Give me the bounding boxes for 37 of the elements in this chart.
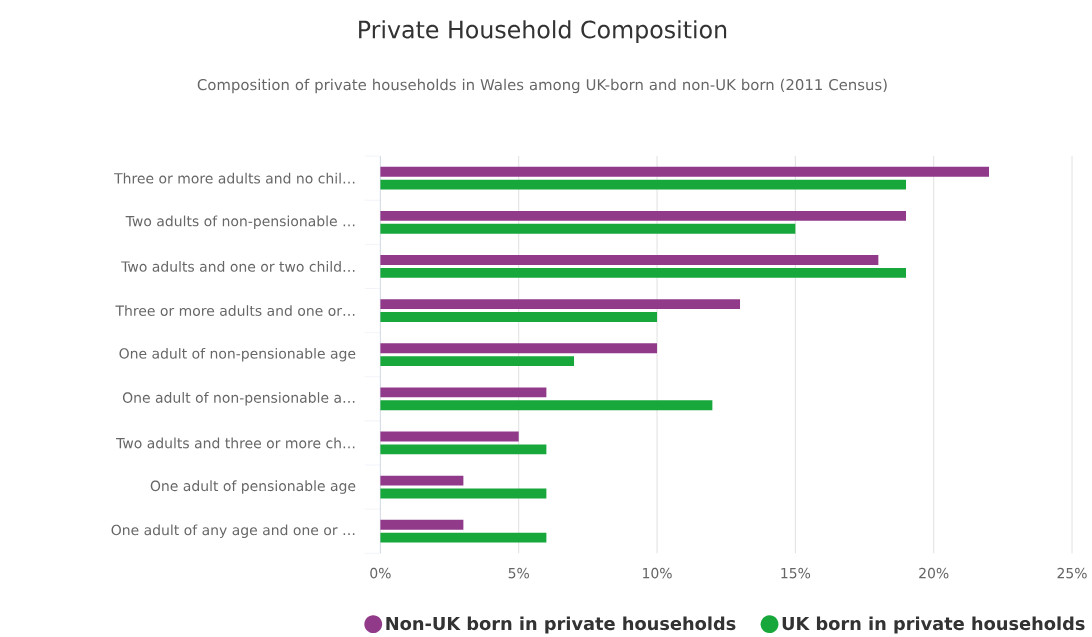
y-tick-label: One adult of pensionable age <box>150 480 356 494</box>
bar <box>380 223 796 234</box>
x-tick-label: 0% <box>370 567 391 579</box>
chart-subtitle: Composition of private households in Wales among UK-born and non-UK born (2011 Census) <box>197 78 887 94</box>
bar <box>380 356 575 366</box>
bar <box>380 299 741 310</box>
bar <box>380 475 464 486</box>
bar <box>380 400 713 411</box>
y-tick-label: One adult of any age and one or … <box>111 524 355 538</box>
x-tick-label: 15% <box>781 567 811 579</box>
x-tick-label: 25% <box>1057 567 1087 579</box>
x-tick-label: 10% <box>643 567 672 579</box>
legend-label: Non-UK born in private households <box>386 616 736 634</box>
bar <box>380 166 990 177</box>
chart-title: Private Household Composition <box>359 20 727 44</box>
y-tick-label: Two adults and three or more ch… <box>116 437 355 449</box>
bar <box>380 343 658 354</box>
bar <box>380 431 519 442</box>
y-tick-label: Three or more adults and no chil… <box>114 172 355 184</box>
legend-label: UK born in private households <box>782 616 1085 634</box>
bar <box>380 311 658 322</box>
bar <box>380 532 547 543</box>
x-tick-label: 5% <box>508 567 530 579</box>
bar <box>380 444 547 455</box>
y-tick-label: One adult of non-pensionable age <box>119 347 356 362</box>
bar <box>380 488 547 499</box>
bar <box>380 210 907 221</box>
bar <box>380 387 547 398</box>
y-tick-label: Three or more adults and one or… <box>115 305 355 316</box>
bar <box>380 255 879 265</box>
y-tick-label: One adult of non-pensionable a… <box>122 391 355 406</box>
x-tick-label: 20% <box>919 567 949 579</box>
bar <box>380 519 464 530</box>
y-tick-label: Two adults of non-pensionable … <box>125 215 355 229</box>
bar <box>380 267 907 278</box>
bar <box>380 179 907 190</box>
y-tick-label: Two adults and one or two child… <box>121 260 355 272</box>
